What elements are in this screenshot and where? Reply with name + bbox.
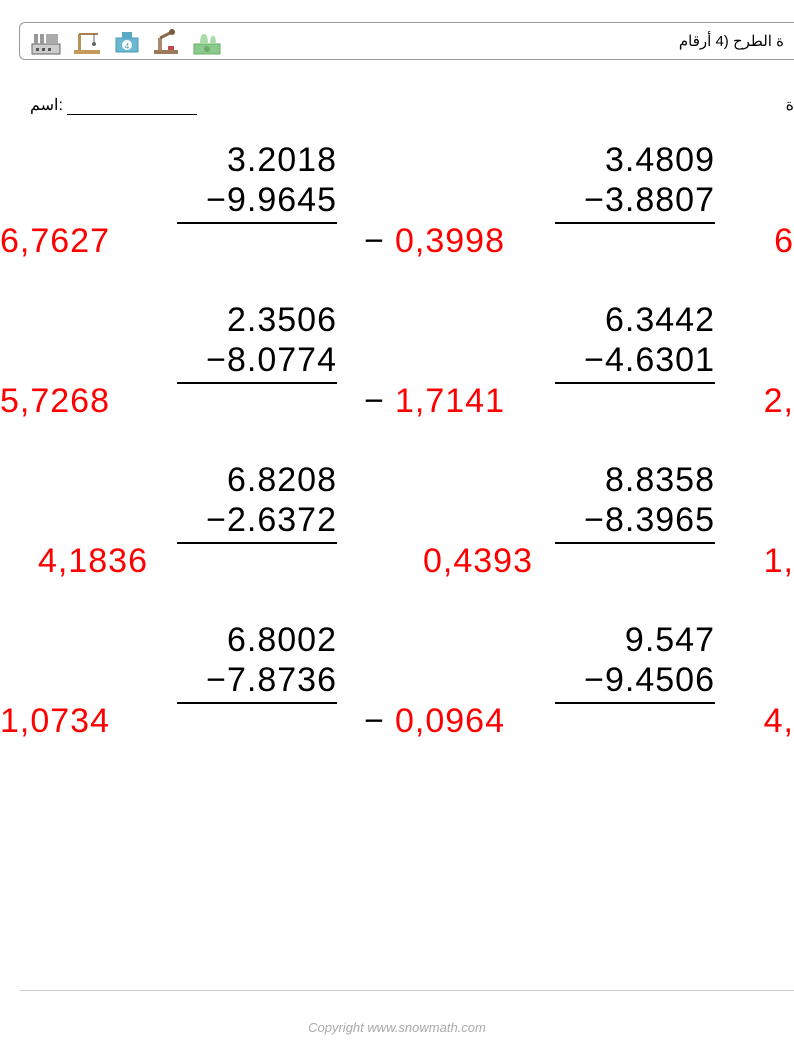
subtrahend: −4.6301 xyxy=(555,340,715,380)
robot-arm-icon xyxy=(150,26,184,56)
name-label: اسم: xyxy=(30,97,63,114)
worksheet-title: ة الطرح (4 أرقام xyxy=(679,32,784,50)
problem-line xyxy=(555,222,715,224)
subtraction-problem: 2.3506 −8.0774 xyxy=(177,300,337,384)
answer-value: 1,0734 xyxy=(0,702,110,741)
svg-text:4: 4 xyxy=(125,42,130,51)
problem-row: 6,7627 3.2018 −9.9645 − 0,3998 3.4809 −3… xyxy=(0,140,794,300)
answer-value: 0,3998 xyxy=(395,222,505,261)
minuend: 8.8358 xyxy=(555,460,715,500)
problem-row: 5,7268 2.3506 −8.0774 − 1,7141 6.3442 −4… xyxy=(0,300,794,460)
header-box: 4 ة الطرح (4 أرقام xyxy=(19,22,794,60)
minuend: 3.4809 xyxy=(555,140,715,180)
minuend: 9.547 xyxy=(555,620,715,660)
minuend: 3.2018 xyxy=(177,140,337,180)
minus-result: − xyxy=(364,222,385,261)
subtraction-problem: 9.547 −9.4506 xyxy=(555,620,715,704)
subtrahend: −7.8736 xyxy=(177,660,337,700)
answer-value: 6 xyxy=(774,222,794,261)
subtrahend: −9.9645 xyxy=(177,180,337,220)
minus-result: − xyxy=(364,382,385,421)
footer-divider xyxy=(20,990,794,991)
problems-grid: 6,7627 3.2018 −9.9645 − 0,3998 3.4809 −3… xyxy=(0,140,794,780)
crane-icon xyxy=(70,26,104,56)
problem-line xyxy=(555,542,715,544)
problem-line xyxy=(177,222,337,224)
power-plant-icon xyxy=(190,26,224,56)
answer-value: 1,7141 xyxy=(395,382,505,421)
minuend: 6.8002 xyxy=(177,620,337,660)
machine-icon: 4 xyxy=(110,26,144,56)
right-label: ة xyxy=(786,95,794,115)
factory-icon xyxy=(30,26,64,56)
minuend: 6.8208 xyxy=(177,460,337,500)
subtraction-problem: 6.3442 −4.6301 xyxy=(555,300,715,384)
minus-result: − xyxy=(364,702,385,741)
problem-row: 4,1836 6.8208 −2.6372 0,4393 8.8358 −8.3… xyxy=(0,460,794,620)
answer-value: 5,7268 xyxy=(0,382,110,421)
subtrahend: −2.6372 xyxy=(177,500,337,540)
subtrahend: −8.3965 xyxy=(555,500,715,540)
header-icons: 4 xyxy=(30,26,224,56)
answer-value: 1, xyxy=(764,542,794,581)
subtraction-problem: 8.8358 −8.3965 xyxy=(555,460,715,544)
problem-line xyxy=(177,382,337,384)
answer-value: 4,1836 xyxy=(38,542,148,581)
subtraction-problem: 6.8002 −7.8736 xyxy=(177,620,337,704)
problem-line xyxy=(177,542,337,544)
name-field: اسم: xyxy=(30,95,197,115)
problem-line xyxy=(555,382,715,384)
answer-value: 0,0964 xyxy=(395,702,505,741)
subtraction-problem: 6.8208 −2.6372 xyxy=(177,460,337,544)
name-underline xyxy=(67,114,197,115)
problem-line xyxy=(177,702,337,704)
subtrahend: −8.0774 xyxy=(177,340,337,380)
answer-value: 4, xyxy=(764,702,794,741)
subtraction-problem: 3.4809 −3.8807 xyxy=(555,140,715,224)
subtrahend: −9.4506 xyxy=(555,660,715,700)
answer-value: 6,7627 xyxy=(0,222,110,261)
copyright-text: Copyright www.snowmath.com xyxy=(0,1020,794,1035)
answer-value: 2, xyxy=(764,382,794,421)
answer-value: 0,4393 xyxy=(423,542,533,581)
minuend: 6.3442 xyxy=(555,300,715,340)
problem-line xyxy=(555,702,715,704)
subtrahend: −3.8807 xyxy=(555,180,715,220)
minuend: 2.3506 xyxy=(177,300,337,340)
subtraction-problem: 3.2018 −9.9645 xyxy=(177,140,337,224)
problem-row: 1,0734 6.8002 −7.8736 − 0,0964 9.547 −9.… xyxy=(0,620,794,780)
